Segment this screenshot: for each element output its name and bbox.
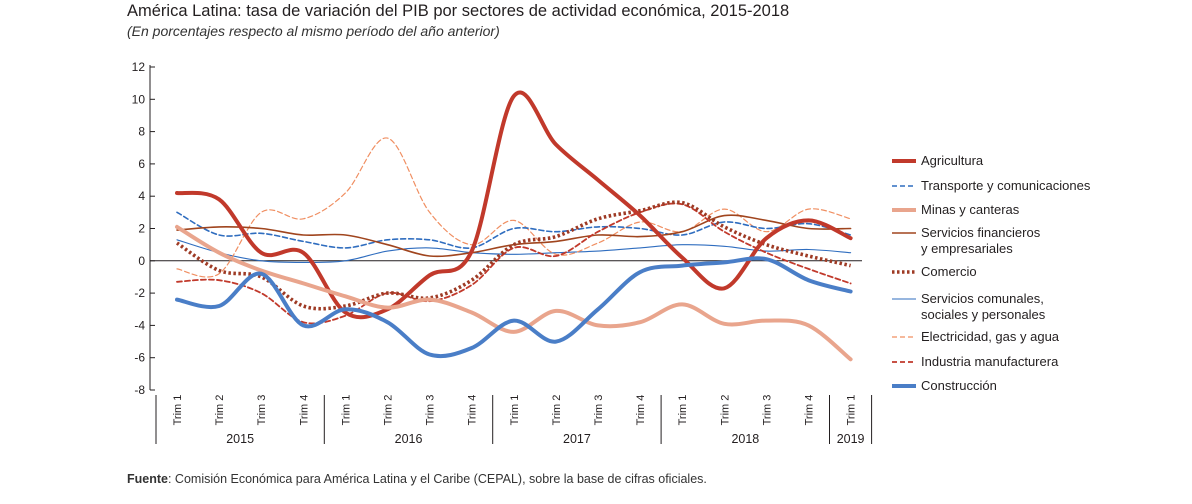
legend-label: Industria manufacturera	[921, 354, 1059, 369]
legend-label: Servicios financieros y empresariales	[921, 225, 1041, 256]
year-label: 2018	[731, 432, 759, 446]
year-label: 2016	[395, 432, 423, 446]
x-tick-label: Trim 1	[172, 395, 184, 426]
series-line-4	[175, 200, 852, 311]
y-tick-label: 12	[132, 60, 146, 74]
series-line-6	[176, 137, 852, 278]
x-tick-label: Trim 4	[467, 395, 479, 426]
year-label: 2019	[837, 432, 865, 446]
y-tick-label: 8	[138, 125, 145, 139]
x-tick-label: Trim 4	[635, 395, 647, 426]
legend: Agricultura Transporte y comunicaciones Mi…	[892, 153, 1091, 393]
y-axis: 12 10 8 6 4 2 0 -2 -4 -6 -8	[132, 60, 862, 397]
series-line-1	[176, 211, 852, 249]
series-line-2	[175, 224, 853, 362]
y-tick-label: 6	[138, 157, 145, 171]
x-tick-label: Trim 2	[383, 395, 395, 426]
x-tick-label: Trim 2	[551, 395, 563, 426]
legend-label: Agricultura	[921, 153, 984, 168]
x-tick-label: Trim 3	[761, 395, 773, 426]
y-tick-label: 0	[138, 254, 145, 268]
source-note: Fuente: Comisión Económica para América …	[127, 472, 707, 486]
legend-label: Transporte y comunicaciones	[921, 178, 1091, 193]
x-tick-label: Trim 3	[256, 395, 268, 426]
year-label: 2015	[226, 432, 254, 446]
x-tick-label: Trim 4	[804, 395, 816, 426]
x-tick-label: Trim 3	[425, 395, 437, 426]
x-tick-label: Trim 3	[593, 395, 605, 426]
legend-label: Comercio	[921, 264, 977, 279]
x-axis: Trim 1 Trim 2 Trim 3 Trim 4 Trim 1 Trim 2 Trim…	[155, 395, 873, 446]
y-tick-label: -2	[134, 286, 145, 300]
y-tick-label: 4	[138, 189, 145, 203]
series-line-8	[175, 256, 853, 359]
chart-subtitle: (En porcentajes respecto al mismo períod…	[127, 23, 500, 39]
x-tick-label: Trim 1	[340, 395, 352, 426]
y-tick-label: -8	[134, 383, 145, 397]
legend-label: Minas y canteras	[921, 202, 1020, 217]
y-tick-label: 2	[138, 222, 145, 236]
chart-title: América Latina: tasa de variación del PI…	[127, 2, 790, 20]
x-tick-label: Trim 4	[298, 395, 310, 426]
legend-label: Construcción	[921, 378, 997, 393]
y-tick-label: -4	[134, 318, 145, 332]
series-lines	[175, 90, 853, 362]
series-line-0	[175, 90, 853, 320]
year-label: 2017	[563, 432, 591, 446]
y-tick-label: -6	[134, 351, 145, 365]
x-tick-label: Trim 1	[509, 395, 521, 426]
x-tick-label: Trim 1	[677, 395, 689, 426]
legend-label: Electricidad, gas y agua	[921, 329, 1060, 344]
source-label: Fuente	[127, 472, 168, 486]
x-tick-label: Trim 2	[719, 395, 731, 426]
legend-label: Servicios comunales, sociales y personale…	[921, 291, 1046, 322]
source-text: : Comisión Económica para América Latina…	[167, 472, 707, 486]
y-tick-label: 10	[132, 92, 146, 106]
series-line-5	[176, 239, 852, 263]
x-tick-label: Trim 2	[214, 395, 226, 426]
x-tick-label: Trim 1	[846, 395, 858, 426]
